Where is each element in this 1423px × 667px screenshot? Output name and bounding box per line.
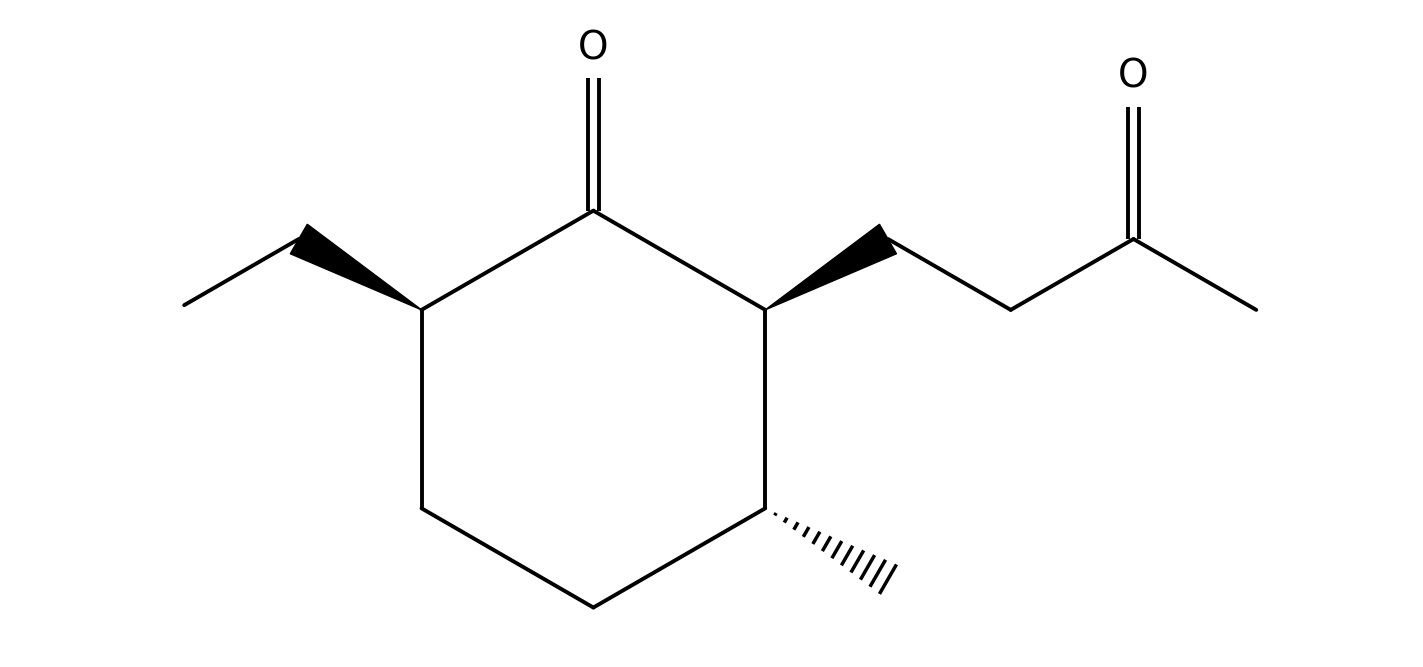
Text: O: O — [578, 29, 609, 67]
Polygon shape — [290, 224, 421, 310]
Polygon shape — [766, 224, 896, 310]
Text: O: O — [1118, 57, 1148, 95]
